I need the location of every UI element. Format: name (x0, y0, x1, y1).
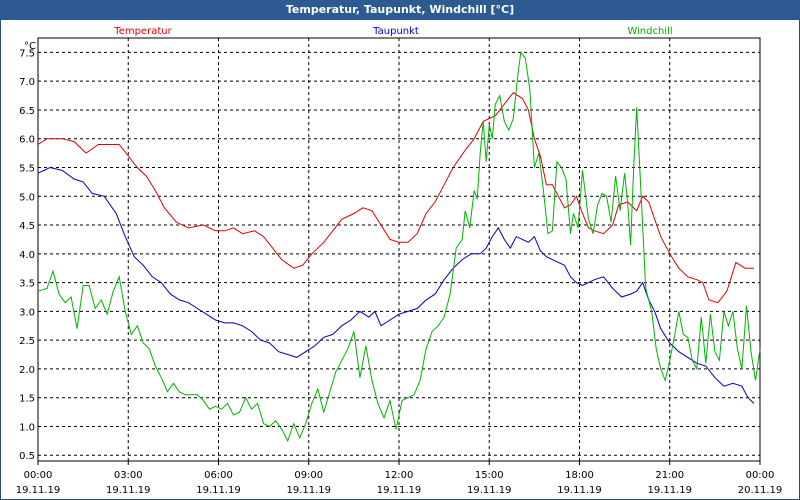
grid (38, 38, 760, 461)
x-tick-time: 21:00 (655, 470, 684, 481)
legend: Temperatur Taupunkt Windchill (113, 26, 672, 37)
y-tick-label: 4.5 (19, 221, 35, 232)
legend-entry-taupunkt: Taupunkt (372, 26, 419, 37)
legend-entry-temperatur: Temperatur (113, 26, 172, 37)
y-axis-unit-label: °C (24, 41, 36, 52)
series-line-windchill (37, 51, 761, 443)
x-tick-time: 00:00 (24, 470, 53, 481)
x-tick-time: 18:00 (565, 470, 594, 481)
series-line-taupunkt (37, 166, 755, 404)
x-tick-date: 19.11.19 (557, 485, 602, 496)
y-tick-label: 2.5 (19, 336, 35, 347)
x-tick-date: 20.11.19 (738, 485, 783, 496)
x-tick-time: 00:00 (746, 470, 775, 481)
x-tick-date: 19.11.19 (106, 485, 151, 496)
y-tick-label: 4.0 (19, 250, 35, 261)
x-tick-date: 19.11.19 (286, 485, 331, 496)
plot-area-border (37, 37, 761, 462)
y-tick-label: 5.0 (19, 192, 35, 203)
series-line-temperatur (37, 92, 754, 304)
x-tick-date: 19.11.19 (16, 485, 61, 496)
y-tick-label: 2.0 (19, 365, 35, 376)
series-lines (37, 51, 761, 443)
y-tick-label: 6.0 (19, 135, 35, 146)
x-tick-date: 19.11.19 (467, 485, 512, 496)
y-tick-label: 0.5 (19, 451, 35, 462)
x-tick-date: 19.11.19 (647, 485, 692, 496)
axes: 0.5 1.0 1.5 2.0 2.5 3.0 3.5 4.0 4.5 5.0 5.5 6.0 6.5 7… (16, 37, 783, 496)
x-tick-time: 12:00 (385, 470, 414, 481)
legend-entry-windchill: Windchill (627, 26, 672, 37)
x-tick-time: 15:00 (475, 470, 504, 481)
y-tick-label: 7.0 (19, 77, 35, 88)
window-title: Temperatur, Taupunkt, Windchill [°C] (0, 0, 800, 20)
y-tick-label: 1.5 (19, 394, 35, 405)
y-tick-label: 6.5 (19, 106, 35, 117)
y-tick-label: 3.0 (19, 307, 35, 318)
x-tick-time: 03:00 (114, 470, 143, 481)
x-tick-date: 19.11.19 (196, 485, 241, 496)
y-tick-label: 1.0 (19, 422, 35, 433)
y-tick-label: 3.5 (19, 279, 35, 290)
y-tick-label: 5.5 (19, 163, 35, 174)
x-tick-date: 19.11.19 (377, 485, 422, 496)
x-tick-time: 09:00 (294, 470, 323, 481)
x-tick-time: 06:00 (204, 470, 233, 481)
y-tick-label: 7.5 (19, 48, 35, 59)
